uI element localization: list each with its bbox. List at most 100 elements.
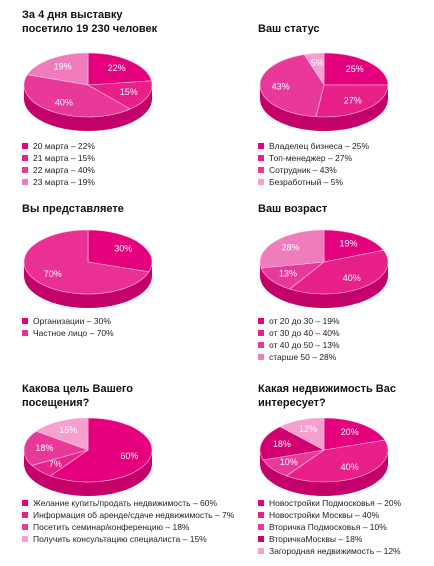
legend-label: Организации – 30% — [33, 316, 111, 326]
pie-slice — [23, 74, 131, 118]
legend-label: Желание купить/продать недвижимость – 60… — [33, 498, 218, 508]
pie-slice — [49, 417, 153, 483]
legend-label: Владелец бизнеса – 25% — [269, 141, 370, 151]
legend-swatch — [258, 318, 264, 324]
legend-swatch — [258, 155, 264, 161]
legend-item: Загородная недвижимость – 12% — [258, 545, 401, 557]
legend-label: 22 марта – 40% — [33, 165, 95, 175]
slice-label: 18% — [36, 443, 54, 453]
slice-label: 15% — [59, 425, 77, 435]
legend-item: 23 марта – 19% — [22, 176, 95, 188]
slice-label: 60% — [120, 451, 138, 461]
chart-title: За 4 дня выставку посетило 19 230 челове… — [22, 9, 158, 35]
legend-swatch — [258, 500, 264, 506]
legend-label: Частное лицо – 70% — [33, 328, 114, 338]
legend: Желание купить/продать недвижимость – 60… — [22, 497, 234, 545]
pie-slice — [87, 52, 152, 86]
slice-label: 40% — [55, 97, 73, 107]
pie-slice — [35, 417, 89, 451]
slice-label: 15% — [120, 87, 138, 97]
legend-label: от 40 до 50 – 13% — [269, 340, 340, 350]
slice-label: 30% — [114, 244, 132, 254]
pie-side — [24, 450, 152, 496]
pie-slice — [23, 229, 150, 295]
legend-swatch — [22, 500, 28, 506]
pie-slice — [289, 249, 389, 295]
legend-item: Новостройки Москвы – 40% — [258, 509, 401, 521]
legend-label: Вторичка Подмосковья – 10% — [269, 522, 387, 532]
legend-item: Владелец бизнеса – 25% — [258, 140, 369, 152]
legend-swatch — [22, 536, 28, 542]
legend-item: Новостройки Подмосковья – 20% — [258, 497, 401, 509]
pie-slice — [323, 229, 385, 263]
legend-label: Сотрудник – 43% — [269, 165, 337, 175]
slice-label: 13% — [279, 269, 297, 279]
legend-item: от 30 до 40 – 40% — [258, 327, 340, 339]
legend-item: Безработный – 5% — [258, 176, 369, 188]
legend-swatch — [22, 524, 28, 530]
pie-side — [260, 450, 388, 496]
pie-side — [260, 262, 388, 308]
legend-item: Желание купить/продать недвижимость – 60… — [22, 497, 234, 509]
pie-slice — [26, 52, 89, 86]
legend-item: от 20 до 30 – 19% — [258, 315, 340, 327]
legend-swatch — [258, 536, 264, 542]
legend-label: Топ-менеджер – 27% — [269, 153, 353, 163]
legend-swatch — [258, 167, 264, 173]
slice-label: 25% — [346, 64, 364, 74]
slice-label: 5% — [311, 58, 324, 68]
pie-slice — [279, 417, 325, 451]
legend: Новостройки Подмосковья – 20% Новостройки… — [258, 497, 401, 557]
slice-label: 7% — [49, 459, 62, 469]
slice-label: 12% — [299, 424, 317, 434]
legend-swatch — [22, 318, 28, 324]
chart-title: Ваш статус — [258, 23, 320, 35]
legend-swatch — [22, 330, 28, 336]
legend-item: 21 марта – 15% — [22, 152, 95, 164]
slice-label: 22% — [108, 63, 126, 73]
slice-label: 19% — [54, 62, 72, 72]
legend-label: от 30 до 40 – 40% — [269, 328, 340, 338]
legend-swatch — [258, 354, 264, 360]
pie-slice — [323, 52, 389, 86]
legend-label: 23 марта – 19% — [33, 177, 95, 187]
legend-label: Получить консультацию специалиста – 15% — [33, 534, 207, 544]
legend: Организации – 30% Частное лицо – 70% — [22, 315, 114, 339]
legend-swatch — [22, 155, 28, 161]
slice-label: 19% — [339, 238, 357, 248]
pie-side — [24, 262, 152, 308]
slice-label: 27% — [344, 96, 362, 106]
legend-item: Вторичка Подмосковья – 10% — [258, 521, 401, 533]
legend-label: 21 марта – 15% — [33, 153, 95, 163]
legend-swatch — [258, 330, 264, 336]
legend-item: Частное лицо – 70% — [22, 327, 114, 339]
pie-slice — [23, 430, 89, 466]
pie-slice — [315, 84, 389, 118]
pie-slice — [285, 439, 389, 483]
legend: 20 марта – 22% 21 марта – 15% 22 марта – 4… — [22, 140, 95, 188]
legend-label: Новостройки Москвы – 40% — [269, 510, 380, 520]
slice-label: 10% — [280, 457, 298, 467]
chart-title: Какова цель Вашего посещения? — [22, 383, 134, 409]
legend-item: 20 марта – 22% — [22, 140, 95, 152]
legend-swatch — [258, 548, 264, 554]
slice-label: 70% — [44, 269, 62, 279]
legend-item: 22 марта – 40% — [22, 164, 95, 176]
chart-title: Ваш возраст — [258, 203, 328, 215]
slice-label: 40% — [341, 462, 359, 472]
legend-item: Посетить семинар/конференцию – 18% — [22, 521, 234, 533]
legend-label: Новостройки Подмосковья – 20% — [269, 498, 402, 508]
chart-title: Какая недвижимость Вас интересует? — [258, 383, 396, 409]
legend-swatch — [258, 342, 264, 348]
slice-label: 40% — [343, 273, 361, 283]
slice-label: 18% — [273, 439, 291, 449]
legend-label: ВторичкаМосквы – 18% — [269, 534, 363, 544]
pie-side — [24, 85, 152, 131]
legend: от 20 до 30 – 19% от 30 до 40 – 40% от 40 … — [258, 315, 340, 363]
pie-slice — [86, 80, 153, 110]
legend-swatch — [258, 524, 264, 530]
legend-swatch — [258, 143, 264, 149]
pie-slice — [323, 417, 386, 451]
